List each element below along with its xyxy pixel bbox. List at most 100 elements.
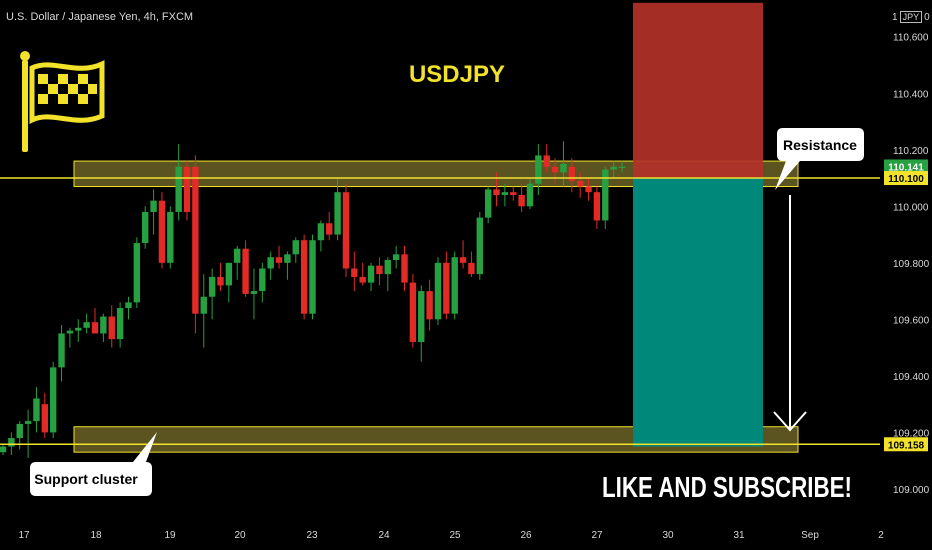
candle-up [317,220,325,252]
candle-up [24,409,32,458]
candle-body [560,163,567,173]
candle-up [501,183,509,207]
candle-body [108,316,115,340]
candles-layer [0,141,626,458]
candle-down [326,211,333,241]
candle-body [551,166,559,173]
candle-body [317,223,325,241]
candle-body [66,330,74,334]
candle-body [610,166,617,170]
price-label-bg [884,159,928,174]
candle-up [66,327,74,348]
y-tick-label: 109.200 [893,428,930,439]
candle-up [484,186,492,224]
candle-up [125,296,132,320]
candle-body [175,166,182,212]
candle-body [501,192,509,195]
candle-body [16,423,23,439]
price-label-bg [884,437,928,452]
levels-layer [0,177,880,446]
candle-down [576,172,584,198]
candle-up [292,237,299,263]
candle-body [150,200,157,212]
x-tick-label: 17 [18,530,30,541]
candle-up [535,144,542,195]
currency-badge[interactable]: JPY [899,11,923,23]
candle-body [309,240,316,314]
candle-body [49,367,57,433]
candle-down [158,192,166,269]
call-to-action: LIKE AND SUBSCRIBE! [602,472,852,504]
candle-down [41,392,49,439]
candle-up [367,262,375,292]
candle-body [434,262,442,320]
stop-loss-zone [633,2,763,179]
candle-up [100,313,107,342]
candle-down [108,305,115,348]
x-tick-label: 23 [306,530,318,541]
trade-position[interactable] [633,2,763,447]
candle-down [409,274,417,348]
candle-body [334,192,341,235]
candle-up [133,237,141,309]
axis-prefix: 1 [892,12,898,23]
resistance-label: Resistance [783,137,857,153]
candle-up [200,274,207,348]
candle-body [443,262,450,314]
candle-body [33,398,40,422]
candle-body [0,446,7,453]
candle-body [518,195,525,207]
candle-body [351,268,358,277]
candle-body [359,276,366,283]
x-tick-label: Sep [801,530,819,541]
checkered-flag-icon [20,51,105,152]
candle-down [468,251,475,277]
candle-body [91,322,99,334]
candle-body [510,192,517,195]
price-label: 110.141 [884,159,928,174]
candle-body [426,291,433,320]
candle-up [602,166,609,229]
take-profit-zone [633,178,763,447]
candle-body [392,254,400,260]
chart-title: USDJPY [409,61,505,88]
candle-up [392,245,400,269]
candle-body [217,276,224,286]
candle-body [133,243,141,303]
candle-body [451,257,458,314]
candle-body [468,262,475,275]
candle-body [8,438,15,447]
candle-body [208,276,216,297]
candle-down [342,183,350,277]
candle-up [434,257,442,325]
candle-up [418,285,425,362]
resistance-callout: Resistance [775,128,864,190]
candle-body [618,166,626,168]
candle-up [334,178,341,241]
candle-down [518,183,525,212]
axis-currency-header[interactable]: 1 JPY 0 [892,11,930,23]
candle-body [75,327,82,331]
price-label-text: 110.141 [888,162,924,173]
y-tick-label: 110.000 [893,202,929,213]
price-label: 110.100 [884,171,928,186]
candle-up [610,161,617,179]
candle-body [376,265,383,275]
candle-up [75,319,82,342]
candle-body [58,333,65,368]
candle-body [367,265,375,283]
candle-up [49,361,57,439]
candle-body [183,166,191,212]
candle-up [167,206,174,269]
candle-body [342,192,350,269]
y-tick-label: 109.400 [893,372,930,383]
candle-body [409,282,417,342]
candle-up [208,268,216,320]
candle-body [116,308,124,340]
candle-down [593,186,601,229]
candle-body [234,248,241,263]
candle-body [476,217,483,275]
candle-up [618,161,626,173]
candle-body [142,211,149,244]
